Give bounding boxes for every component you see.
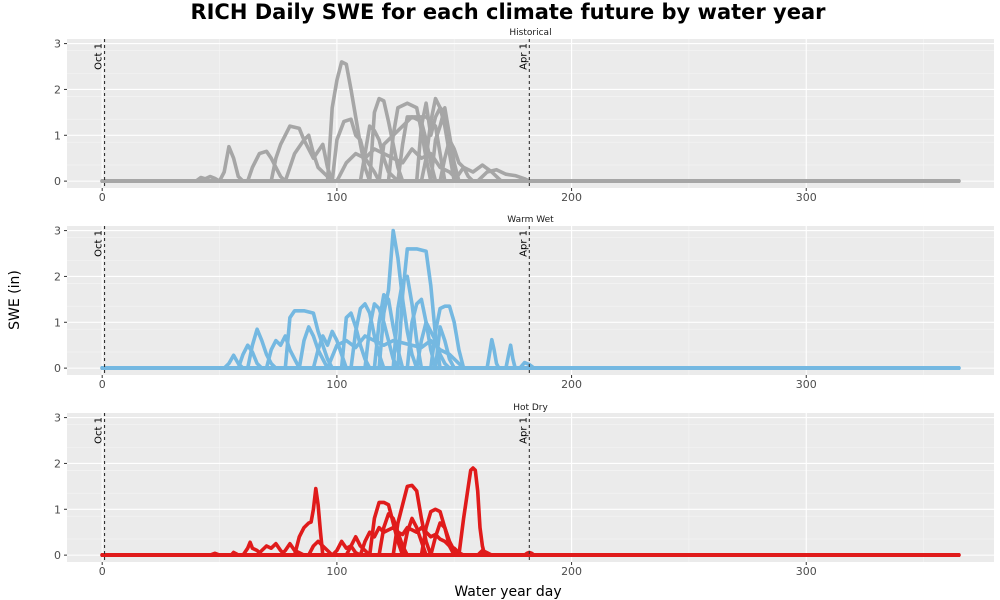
series-line (100, 507, 961, 557)
y-tick-label: 1 (54, 129, 61, 142)
x-tick-label: 200 (561, 191, 582, 204)
series-line (100, 228, 961, 370)
series-line (100, 325, 961, 370)
y-tick-label: 2 (54, 457, 61, 470)
y-tick-label: 2 (54, 83, 61, 96)
y-tick-label: 0 (54, 362, 61, 375)
y-axis-label: SWE (in) (7, 270, 23, 330)
series-line (100, 466, 961, 557)
facet-panel-1: Warm Wet 0 1 2 3 0 100 200 300 Oct 1 Apr 1 (54, 215, 994, 391)
series-line (100, 117, 961, 183)
y-tick-label: 1 (54, 316, 61, 329)
reference-line-label: Apr 1 (518, 230, 529, 257)
x-tick-label: 300 (796, 191, 817, 204)
y-tick-label: 3 (54, 38, 61, 51)
x-tick-label: 200 (561, 378, 582, 391)
y-tick-label: 3 (54, 412, 61, 425)
y-tick-label: 0 (54, 175, 61, 188)
reference-line-label: Oct 1 (94, 43, 105, 70)
chart-title: RICH Daily SWE for each climate future b… (190, 0, 826, 24)
x-tick-label: 100 (326, 565, 347, 578)
y-tick-label: 0 (54, 549, 61, 562)
x-tick-label: 0 (99, 191, 106, 204)
y-tick-label: 3 (54, 225, 61, 238)
reference-line-label: Apr 1 (518, 417, 529, 444)
x-tick-label: 0 (99, 378, 106, 391)
series-group (100, 228, 961, 370)
x-tick-label: 0 (99, 565, 106, 578)
series-line (100, 138, 961, 183)
x-tick-label: 300 (796, 378, 817, 391)
series-line (100, 138, 961, 183)
series-line (100, 101, 961, 183)
series-line (100, 486, 961, 557)
facet-strip-label: Historical (509, 28, 551, 38)
x-tick-label: 200 (561, 565, 582, 578)
panel-background (67, 39, 994, 188)
x-tick-label: 100 (326, 191, 347, 204)
series-line (100, 96, 961, 183)
series-line (100, 167, 961, 183)
reference-line-label: Oct 1 (94, 230, 105, 257)
series-line (100, 483, 961, 557)
series-line (100, 147, 961, 183)
reference-line-label: Apr 1 (518, 43, 529, 70)
y-tick-label: 1 (54, 503, 61, 516)
x-tick-label: 100 (326, 378, 347, 391)
facet-strip-label: Hot Dry (513, 403, 548, 413)
x-axis-label: Water year day (454, 584, 561, 600)
reference-line-label: Oct 1 (94, 417, 105, 444)
facet-panel-0: Historical 0 1 2 3 0 100 200 300 Oct 1 Apr 1 (54, 28, 994, 204)
series-line (100, 60, 961, 183)
series-line (100, 292, 961, 370)
facet-strip-label: Warm Wet (507, 215, 554, 225)
series-group (100, 60, 961, 183)
x-tick-label: 300 (796, 565, 817, 578)
y-tick-label: 2 (54, 270, 61, 283)
series-line (100, 360, 961, 370)
series-line (100, 163, 961, 183)
series-line (100, 334, 961, 370)
facet-panel-2: Hot Dry 0 1 2 3 0 100 200 300 Oct 1 Apr 1 (54, 403, 994, 578)
series-line (100, 500, 961, 557)
series-line (100, 512, 961, 557)
series-line (100, 516, 961, 557)
series-line (100, 304, 961, 370)
series-line (100, 297, 961, 370)
panel-background (67, 413, 994, 562)
series-group (100, 466, 961, 557)
series-line (100, 149, 961, 183)
panel-background (67, 226, 994, 375)
